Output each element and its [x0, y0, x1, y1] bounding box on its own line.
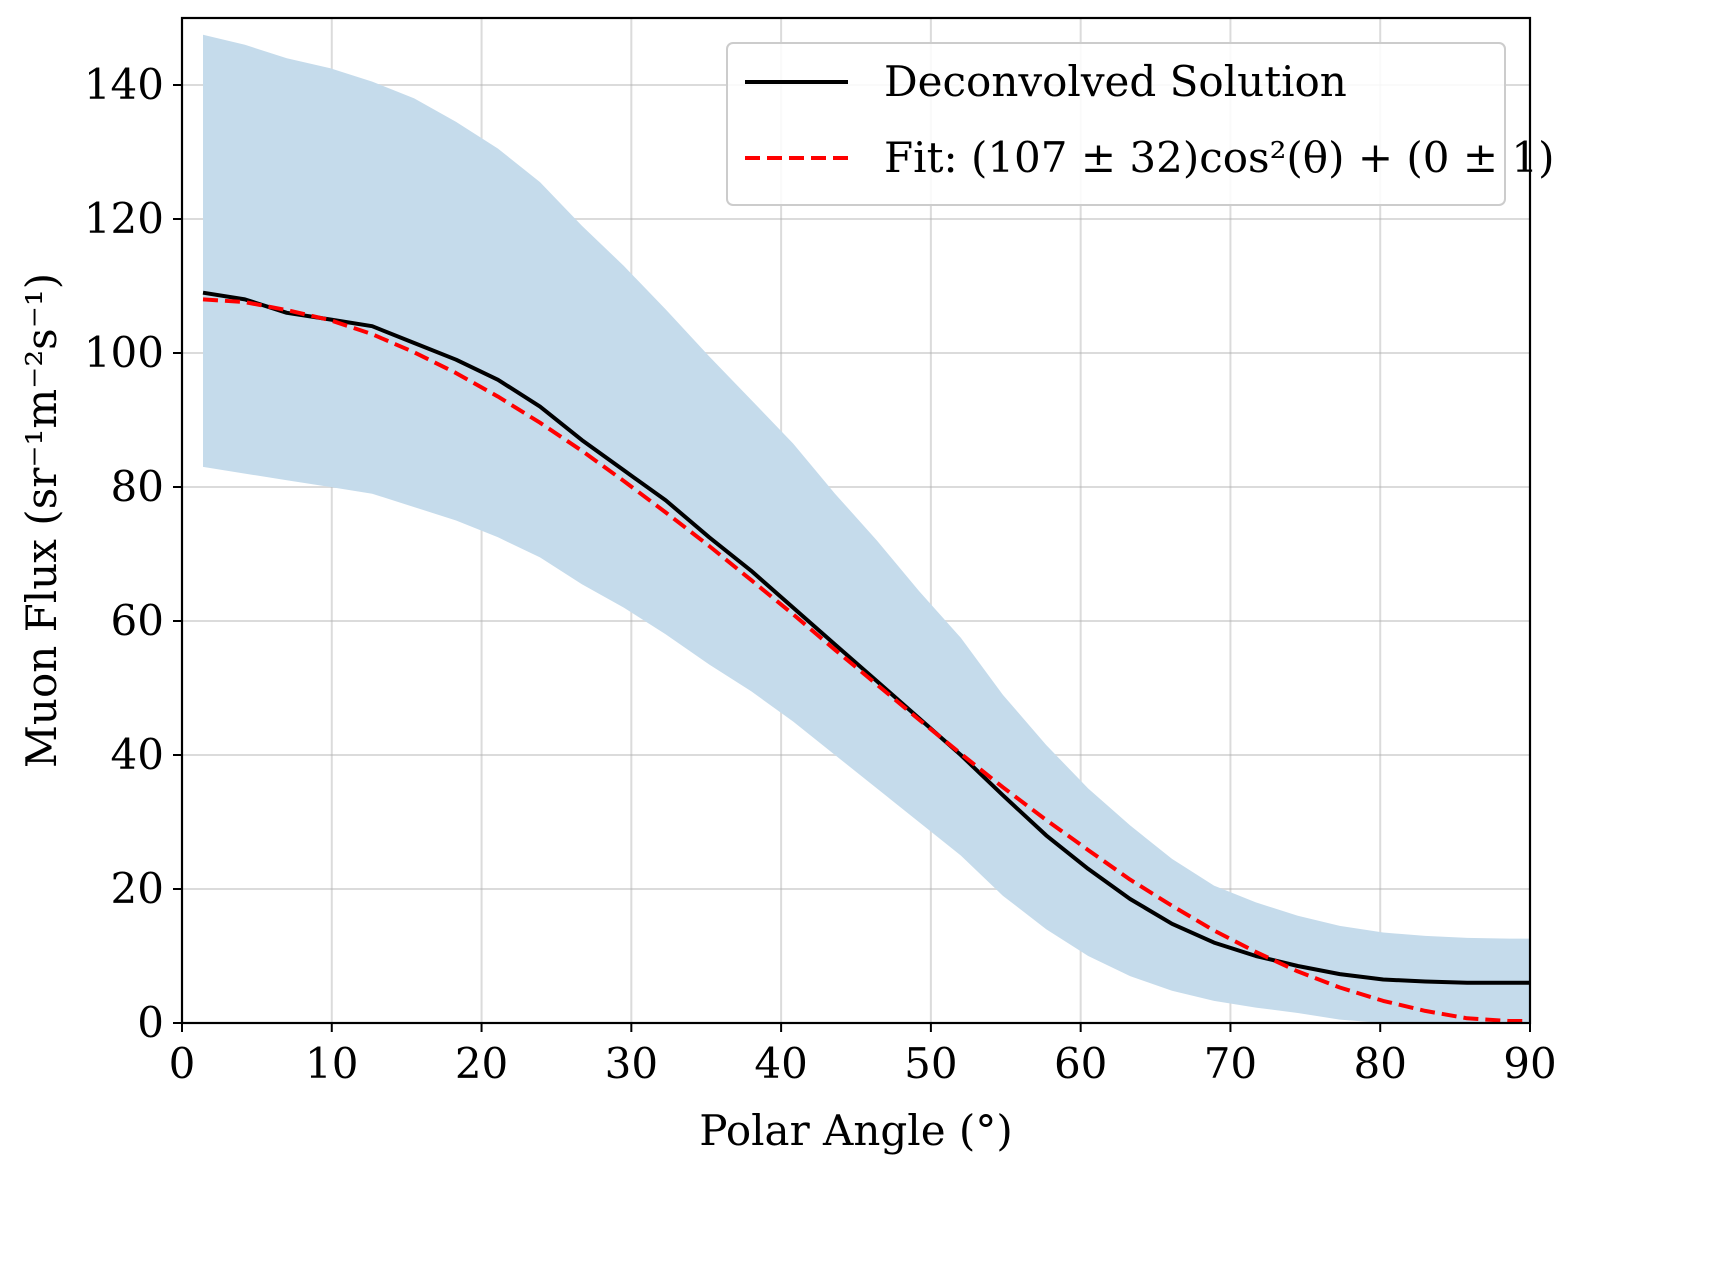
y-tick-label: 120: [84, 194, 164, 243]
legend-label-fit: Fit: (107 ± 32)cos²(θ) + (0 ± 1): [884, 133, 1554, 182]
x-tick-label: 0: [169, 1039, 196, 1088]
x-tick-label: 40: [754, 1039, 807, 1088]
x-tick-label: 50: [904, 1039, 957, 1088]
uncertainty-band: [203, 34, 1530, 1024]
legend-box: [726, 42, 1506, 206]
y-tick-label: 0: [137, 998, 164, 1047]
x-tick-label: 20: [455, 1039, 508, 1088]
y-tick-label: 140: [84, 60, 164, 109]
y-tick-label: 100: [84, 328, 164, 377]
plot-frame: [180, 16, 1532, 1025]
x-axis-title: Polar Angle (°): [699, 1106, 1012, 1155]
fit-line: [202, 297, 1530, 1023]
x-tick-label: 10: [305, 1039, 358, 1088]
x-tick-label: 70: [1204, 1039, 1257, 1088]
deconvolved-solution-line: [202, 290, 1530, 985]
series-layer: [202, 290, 1530, 1023]
x-tick-label: 90: [1503, 1039, 1556, 1088]
y-tick-label: 60: [111, 596, 164, 645]
x-tick-label: 60: [1054, 1039, 1107, 1088]
uncertainty-band-layer: [203, 34, 1530, 1024]
legend: Deconvolved Solution Fit: (107 ± 32)cos²…: [726, 42, 1554, 206]
tick-layer: 0 10 20 30 40 50 60 70 80 90 0 20 40 60 80 100 120 140: [84, 60, 1557, 1088]
y-axis-title: Muon Flux (sr⁻¹m⁻²s⁻¹): [17, 273, 66, 768]
x-tick-label: 80: [1353, 1039, 1406, 1088]
x-tick-label: 30: [605, 1039, 658, 1088]
y-tick-label: 20: [111, 864, 164, 913]
y-tick-label: 80: [111, 462, 164, 511]
legend-label-deconvolved: Deconvolved Solution: [884, 57, 1347, 106]
y-tick-label: 40: [111, 730, 164, 779]
